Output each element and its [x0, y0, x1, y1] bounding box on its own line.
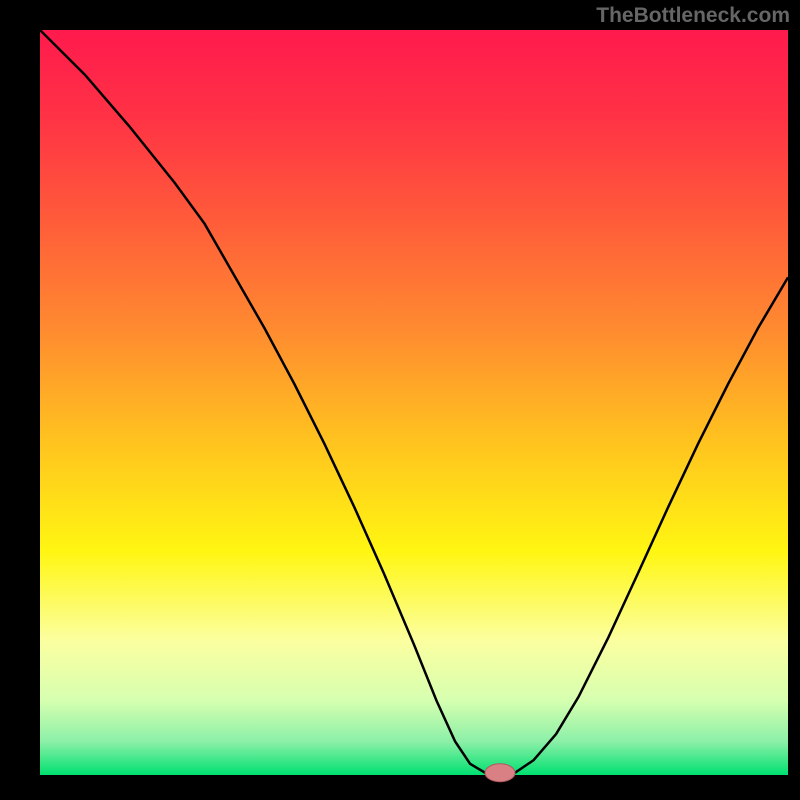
bottleneck-chart: TheBottleneck.com: [0, 0, 800, 800]
chart-svg: [0, 0, 800, 800]
chart-background: [40, 30, 788, 775]
watermark-text: TheBottleneck.com: [596, 4, 790, 28]
optimal-point-marker: [485, 764, 515, 782]
